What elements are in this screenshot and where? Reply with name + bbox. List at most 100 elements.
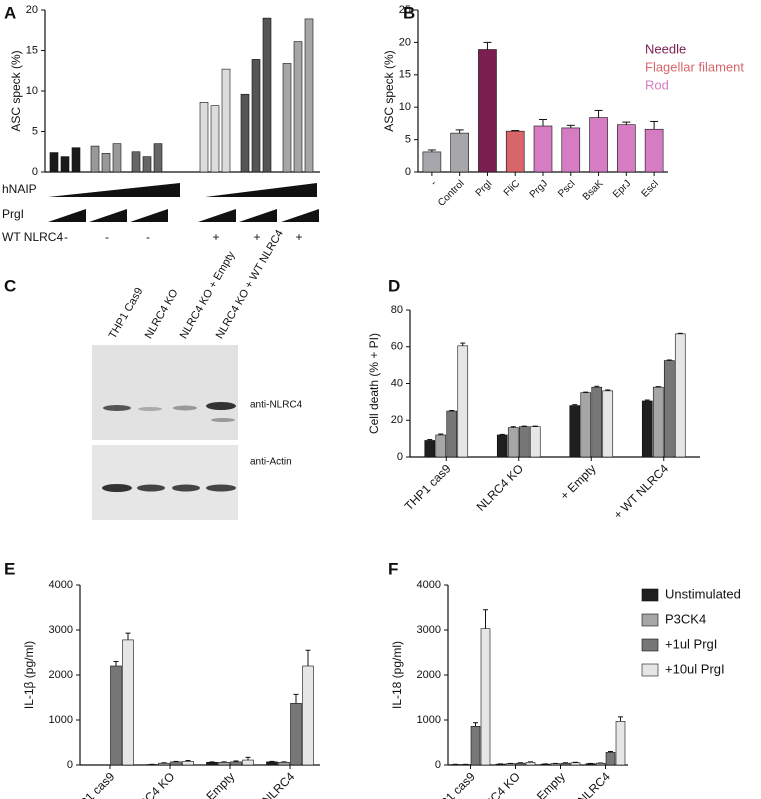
condition-sign: + [212,230,219,244]
y-tick-label: 3000 [49,624,73,636]
bar [60,156,70,173]
prgi-wedge [130,209,168,222]
y-tick-label: 0 [405,166,411,178]
band [206,402,236,410]
bar [515,762,526,766]
bar [560,762,571,766]
bar [518,426,530,458]
y-tick-label: 5 [32,125,38,137]
x-tick-label: NLRC4 KO [471,769,523,799]
bar [110,665,122,766]
band [206,484,236,492]
prgi-wedge [48,209,86,222]
bar [142,156,152,173]
row-label: PrgI [2,207,24,221]
bar [266,761,278,766]
x-tick-label: THP1 cas9 [65,769,117,799]
y-axis-label: ASC speck (%) [9,50,23,131]
bar [615,721,626,766]
bar [605,752,616,766]
bar [304,18,314,173]
y-tick-label: 0 [67,759,73,771]
lane-label: NLRC4 KO + WT NLRC4 [214,228,286,341]
y-axis-label: IL-18 (pg/ml) [390,641,404,709]
y-axis-label: ASC speck (%) [382,50,396,131]
legend-swatch [641,663,659,677]
y-tick-label: 20 [399,36,411,48]
legend-entry: Unstimulated [665,586,741,601]
bar [529,426,541,458]
y-tick-label: 15 [399,69,411,81]
bar [652,386,664,458]
x-tick-label: BsaK [581,178,606,203]
bar [663,360,675,458]
bar [478,49,497,173]
x-tick-label: PrgJ [528,178,550,200]
x-tick-label: PscI [556,178,578,200]
panel-letter: F [388,559,398,578]
bar [153,143,163,173]
bar [131,151,141,173]
prgi-wedge [89,209,127,222]
x-tick-label: PrgI [474,178,495,199]
bar [505,130,525,173]
bar [302,665,314,766]
legend-swatch [641,588,659,602]
bar [112,143,122,173]
x-tick-label: NLRC4 KO [125,769,177,799]
y-tick-label: 10 [399,101,411,113]
y-tick-label: 1000 [49,714,73,726]
x-tick-label: - [429,178,439,188]
legend-entry: +1ul PrgI [665,636,717,651]
y-tick-label: 2000 [417,669,441,681]
bar [199,102,209,173]
blot-panel [92,345,238,440]
bar [422,151,442,173]
blot-panel [92,445,238,520]
bar [533,125,553,173]
x-tick-label: THP1 cas9 [426,769,478,799]
x-tick-label: NLRC4 KO [474,461,526,513]
bar [90,145,100,173]
y-tick-label: 4000 [417,579,441,591]
x-tick-label: + WT NLRC4 [611,461,672,522]
bar [561,127,581,173]
bar [569,405,581,458]
hnaip-wedge [205,183,317,197]
band [173,405,197,411]
bar [450,132,469,173]
bar [525,761,536,766]
panel-letter: B [403,3,415,22]
y-tick-label: 20 [26,4,38,16]
bar [290,703,302,766]
x-tick-label: EscI [640,178,662,200]
bar [242,759,254,766]
y-tick-label: 25 [399,4,411,16]
bar [580,392,592,458]
y-tick-label: 0 [435,759,441,771]
bar [101,153,111,173]
band [137,484,165,492]
blot-row-label: anti-Actin [250,457,292,468]
bar [182,761,194,766]
bar [480,628,491,766]
band [138,407,162,411]
bar [293,41,303,173]
band [103,405,131,411]
condition-sign: + [295,230,302,244]
bar [158,762,170,766]
bar [496,434,508,458]
bar [457,345,469,458]
bar [71,147,81,173]
bar [589,117,608,173]
x-tick-label: THP1 cas9 [402,461,454,513]
y-tick-label: 40 [391,377,403,389]
y-tick-label: 2000 [49,669,73,681]
y-axis-label: IL-1β (pg/ml) [22,641,36,709]
legend-entry: Flagellar filament [645,59,744,74]
y-tick-label: 60 [391,341,403,353]
row-label: WT NLRC4 [2,230,63,244]
legend-swatch [641,638,659,652]
panel-a-wedges [48,183,319,222]
